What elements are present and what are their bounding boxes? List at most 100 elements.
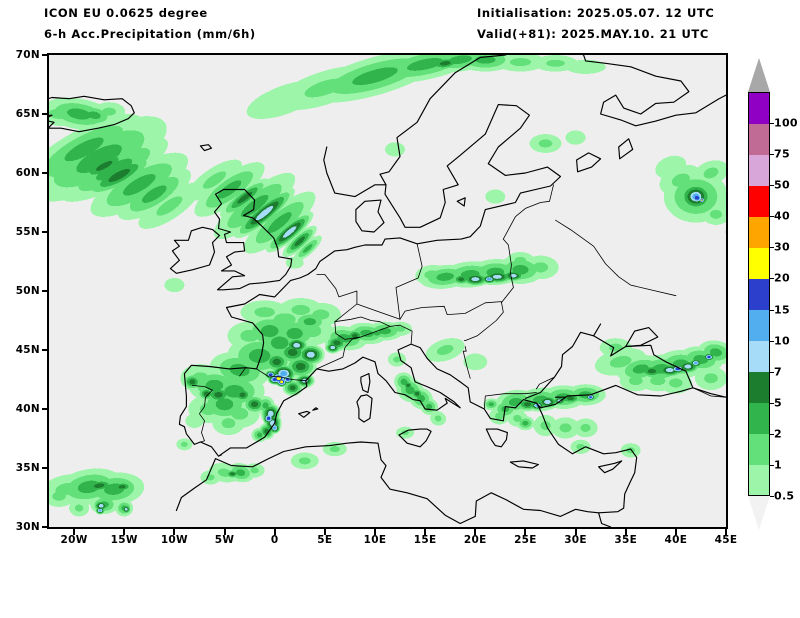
precip-contour [273, 426, 277, 430]
precip-contour [260, 325, 279, 338]
precip-contour [671, 173, 690, 187]
precip-contour [124, 508, 128, 511]
country-border [334, 316, 391, 340]
lat-tick-mark [42, 467, 48, 469]
precip-contour [488, 402, 494, 407]
lat-tick-mark [42, 349, 48, 351]
coastline [360, 373, 371, 394]
lon-tick-label: 30E [564, 534, 587, 546]
precip-contour [122, 174, 156, 196]
coastline [598, 460, 623, 474]
coastline [49, 95, 135, 133]
precip-contour [298, 457, 311, 465]
lon-tick-mark [273, 529, 276, 535]
precip-contour [289, 385, 296, 391]
colorbar-band [748, 154, 770, 186]
precip-contour [256, 205, 274, 221]
precip-contour [294, 236, 305, 247]
field-title: 6-h Acc.Precipitation (mm/6h) [44, 27, 256, 41]
precip-contour [360, 329, 374, 338]
lat-tick-mark [42, 290, 48, 292]
colorbar-tick-label: 7 [774, 365, 782, 379]
colorbar-band [748, 309, 770, 342]
precip-contour [254, 307, 275, 318]
colorbar-tick-mark [770, 371, 774, 373]
colorbar-tick-label: 1 [774, 458, 782, 472]
precip-contour [291, 304, 310, 315]
lon-tick-mark [323, 529, 326, 535]
country-border [316, 324, 413, 370]
precip-contour [272, 378, 277, 381]
lon-tick-label: 0 [270, 534, 279, 546]
country-border [692, 387, 726, 398]
coastline [199, 144, 213, 152]
coastline [598, 512, 612, 527]
precip-contour [286, 327, 303, 340]
precip-contour [280, 380, 284, 384]
coastline [355, 199, 385, 233]
country-border [256, 368, 307, 382]
colorbar-band [748, 92, 770, 124]
precip-contour [394, 325, 406, 332]
precip-contour [96, 160, 113, 171]
precip-contour [306, 351, 315, 358]
precip-contour [704, 373, 718, 384]
lat-tick-label: 45N [15, 344, 40, 356]
lon-tick-mark [725, 529, 727, 535]
precip-contour [214, 392, 223, 398]
coastline [356, 394, 373, 423]
precip-contour [463, 353, 488, 371]
coastline [692, 387, 726, 398]
coastline [509, 460, 539, 469]
coastline [178, 104, 694, 457]
coastline [398, 428, 432, 448]
country-border [483, 392, 537, 410]
valid-time: Valid(+81): 2025.MAY.10. 21 UTC [477, 27, 709, 41]
model-title: ICON EU 0.0625 degree [44, 6, 208, 20]
precip-contour [251, 401, 259, 408]
lat-tick-label: 40N [15, 403, 40, 415]
colorbar-tick-label: 0.5 [774, 489, 795, 503]
initialisation-time: Initialisation: 2025.05.07. 12 UTC [477, 6, 715, 20]
coastline [312, 407, 319, 411]
precip-contour [513, 414, 522, 422]
precip-contour [608, 343, 623, 352]
colorbar-tick-mark [770, 247, 774, 249]
precip-contour [514, 256, 527, 264]
lat-tick-mark [42, 526, 48, 528]
colorbar-tick-label: 75 [774, 147, 790, 161]
lon-tick-label: 5W [214, 534, 235, 546]
precip-contour [609, 355, 632, 368]
colorbar-band [748, 216, 770, 248]
country-border [536, 376, 555, 390]
lon-tick-mark [624, 529, 627, 535]
precip-contour [262, 402, 269, 409]
colorbar-tick-mark [770, 278, 774, 280]
precip-contour [333, 340, 341, 346]
precip-contour [269, 373, 273, 376]
colorbar-tick-mark [770, 433, 774, 435]
precip-contour [246, 80, 323, 119]
lat-tick-label: 50N [15, 285, 40, 297]
precip-contour [378, 327, 392, 335]
colorbar-tick-label: 40 [774, 209, 790, 223]
precip-contour [49, 108, 70, 120]
lat-tick-label: 35N [15, 462, 40, 474]
country-border [218, 454, 222, 457]
precip-contour [352, 67, 398, 86]
precip-contour [415, 391, 420, 396]
precip-contour [229, 363, 250, 377]
precip-contour [650, 376, 666, 386]
precip-contour [566, 396, 575, 401]
precip-contour [67, 108, 92, 120]
coastline-layer [49, 55, 726, 527]
map-plot-area [47, 53, 728, 529]
colorbar-tick-mark [770, 154, 774, 156]
precip-contour [701, 199, 703, 201]
coastline [175, 403, 638, 525]
precip-contour [538, 139, 553, 148]
precip-contour [694, 195, 700, 200]
precip-contour [522, 420, 529, 426]
precip-contour [393, 356, 401, 363]
